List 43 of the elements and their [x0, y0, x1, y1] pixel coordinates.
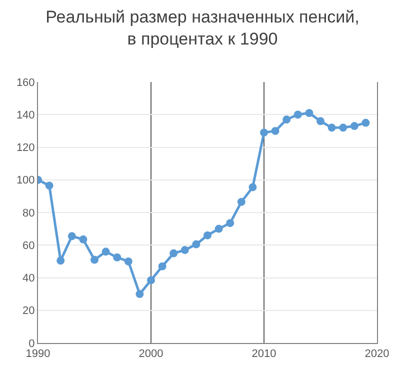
- point: [68, 232, 76, 240]
- point: [328, 124, 336, 132]
- point: [56, 256, 65, 265]
- point: [214, 224, 223, 233]
- point: [113, 253, 122, 262]
- point: [362, 118, 370, 127]
- y-tick-label: 140: [16, 109, 35, 122]
- point: [350, 122, 358, 130]
- point: [294, 110, 302, 119]
- y-tick-label: 20: [22, 305, 35, 318]
- y-tick-label: 120: [16, 142, 35, 154]
- x-tick-label: 2000: [138, 348, 164, 360]
- point: [102, 248, 110, 256]
- x-tick-label: 2010: [252, 348, 276, 360]
- point: [124, 257, 132, 266]
- y-tick-label: 0: [28, 338, 35, 350]
- point: [170, 249, 178, 258]
- point: [192, 240, 200, 248]
- point: [79, 235, 88, 244]
- point: [204, 231, 212, 240]
- y-tick-label: 160: [16, 76, 35, 89]
- point: [260, 128, 268, 137]
- point: [158, 262, 166, 270]
- chart-title: Реальный размер назначенных пенсий, в процентах к 1990: [46, 7, 360, 48]
- point: [136, 290, 144, 298]
- y-tick-label: 100: [16, 174, 35, 187]
- point: [339, 124, 348, 132]
- point: [248, 183, 257, 192]
- point: [147, 276, 155, 284]
- point: [282, 116, 291, 124]
- point: [316, 117, 324, 126]
- point: [237, 198, 246, 206]
- x-tick-label: 1990: [26, 348, 50, 360]
- y-tick-label: 40: [22, 272, 35, 285]
- y-tick-label: 60: [22, 240, 35, 252]
- point: [226, 219, 234, 228]
- point: [45, 182, 54, 190]
- point: [271, 126, 280, 135]
- point: [180, 246, 189, 254]
- point: [305, 108, 314, 117]
- x-tick-label: 2020: [364, 348, 390, 360]
- point: [90, 256, 98, 264]
- y-tick-label: 80: [22, 207, 35, 220]
